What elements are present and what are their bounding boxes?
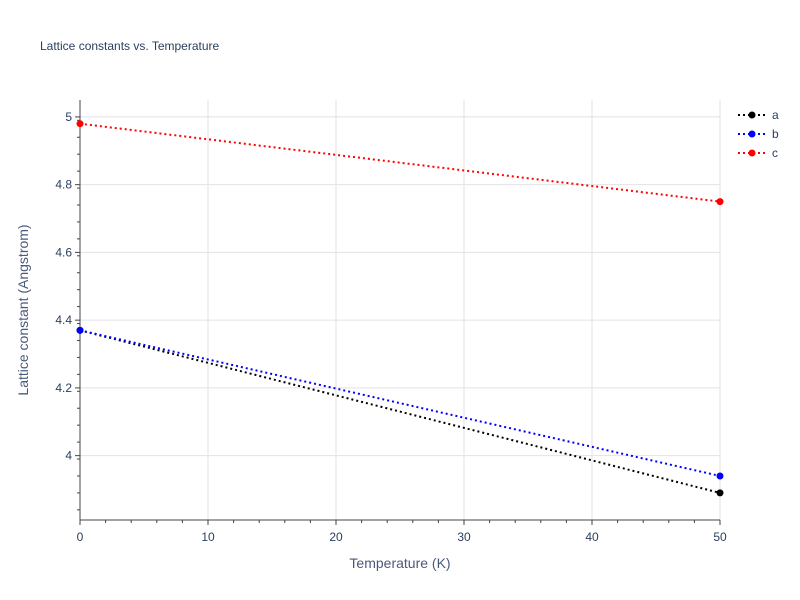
y-tick-label: 4.6 xyxy=(55,245,72,259)
x-axis-title: Temperature (K) xyxy=(349,555,450,571)
x-tick-label: 0 xyxy=(77,530,84,544)
series-line-b xyxy=(79,329,721,477)
x-tick-label: 20 xyxy=(329,530,343,544)
series-b xyxy=(76,326,724,480)
y-tick-label: 4.8 xyxy=(55,178,72,192)
y-tick-label: 5 xyxy=(65,110,72,124)
axes: 0 10 20 30 40 50 4 4.2 4.4 4.6 4.8 5 xyxy=(55,100,727,544)
x-tick-label: 10 xyxy=(201,530,215,544)
x-tick-label: 40 xyxy=(585,530,599,544)
legend-marker-icon xyxy=(748,130,756,138)
series-line-a xyxy=(79,329,721,494)
legend-marker-icon xyxy=(748,149,756,157)
legend-item-b[interactable]: b xyxy=(738,127,779,141)
legend-label: b xyxy=(772,127,779,141)
data-point-b[interactable] xyxy=(716,472,724,480)
series-c xyxy=(76,120,724,206)
y-axis-title: Lattice constant (Angstrom) xyxy=(15,224,31,395)
legend-item-a[interactable]: a xyxy=(738,108,779,122)
grid xyxy=(80,100,721,520)
legend[interactable]: abc xyxy=(738,108,779,160)
y-tick-label: 4.4 xyxy=(55,313,72,327)
legend-label: c xyxy=(772,146,778,160)
data-point-c[interactable] xyxy=(716,198,724,206)
data-point-b[interactable] xyxy=(76,326,84,334)
series-line-c xyxy=(79,122,721,203)
series-layer xyxy=(76,120,724,497)
x-tick-label: 50 xyxy=(713,530,727,544)
data-point-c[interactable] xyxy=(76,120,84,128)
y-tick-label: 4.2 xyxy=(55,381,72,395)
legend-marker-icon xyxy=(748,111,756,119)
legend-label: a xyxy=(772,108,779,122)
data-point-a[interactable] xyxy=(716,489,724,497)
y-tick-label: 4 xyxy=(65,449,72,463)
chart-title: Lattice constants vs. Temperature xyxy=(40,39,220,53)
x-tick-label: 30 xyxy=(457,530,471,544)
legend-item-c[interactable]: c xyxy=(738,146,778,160)
